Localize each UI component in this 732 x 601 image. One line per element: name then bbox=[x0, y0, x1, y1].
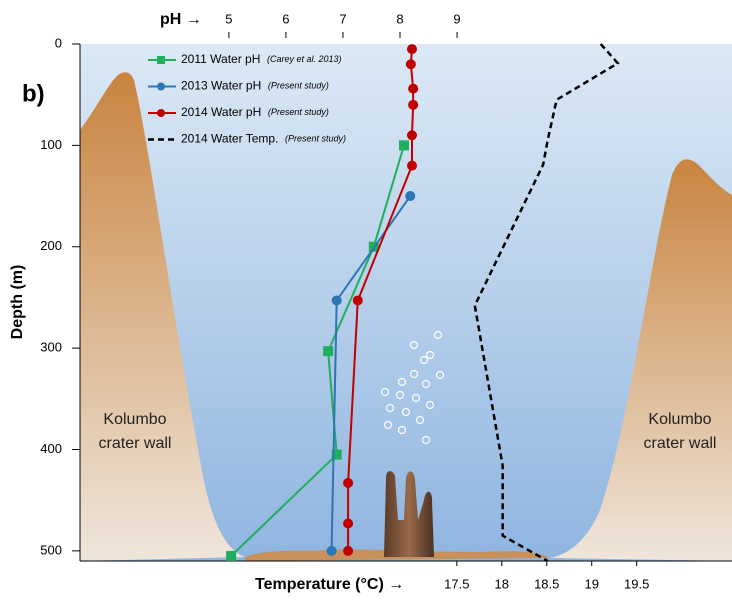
marker bbox=[352, 295, 363, 306]
legend-name: 2014 Water pH bbox=[181, 105, 261, 119]
legend-entry: 2013 Water pH (Present study) bbox=[181, 78, 329, 93]
y-tick-label: 400 bbox=[40, 441, 62, 456]
marker bbox=[405, 191, 416, 202]
marker bbox=[331, 449, 342, 460]
legend-name: 2011 Water pH bbox=[181, 52, 260, 66]
x2-tick-label: 18.5 bbox=[534, 576, 559, 591]
marker bbox=[406, 160, 417, 171]
x2-tick-label: 18 bbox=[495, 576, 509, 591]
legend-source: (Present study) bbox=[285, 134, 346, 144]
legend-source: (Carey et al. 2013) bbox=[267, 54, 342, 64]
marker bbox=[331, 295, 342, 306]
annotation: crater wall bbox=[99, 435, 172, 452]
marker bbox=[399, 140, 410, 151]
legend-source: (Present study) bbox=[268, 107, 329, 117]
x2-tick-label: 17.5 bbox=[444, 576, 469, 591]
x-tick-label: 7 bbox=[339, 11, 346, 26]
marker bbox=[226, 550, 237, 561]
legend-entry: 2014 Water pH (Present study) bbox=[181, 104, 329, 119]
marker bbox=[343, 477, 354, 488]
legend-marker bbox=[157, 109, 165, 117]
legend-source: (Present study) bbox=[268, 81, 329, 91]
y-tick-label: 500 bbox=[40, 542, 62, 557]
hydrothermal-chimney bbox=[384, 471, 434, 557]
marker bbox=[406, 44, 417, 55]
x-tick-label: 5 bbox=[225, 11, 232, 26]
legend-entry: 2011 Water pH (Carey et al. 2013) bbox=[181, 51, 342, 66]
annotation: Kolumbo bbox=[103, 411, 166, 428]
legend-entry: 2014 Water Temp. (Present study) bbox=[181, 131, 346, 146]
marker bbox=[408, 83, 419, 94]
series bbox=[343, 44, 419, 556]
legend-marker bbox=[157, 56, 165, 64]
marker bbox=[408, 99, 419, 110]
marker bbox=[323, 346, 334, 357]
y-tick-label: 200 bbox=[40, 238, 62, 253]
x-axis-title: pH → bbox=[160, 11, 202, 28]
series-line bbox=[347, 48, 415, 551]
x-tick-label: 9 bbox=[453, 11, 460, 26]
x2-tick-label: 19 bbox=[584, 576, 598, 591]
x2-axis-title: Temperature (°C) → bbox=[255, 576, 404, 593]
y-tick-label: 0 bbox=[55, 35, 62, 50]
marker bbox=[343, 518, 354, 529]
x2-tick-label: 19.5 bbox=[624, 576, 649, 591]
bubbles bbox=[380, 330, 445, 445]
y-axis-title: Depth (m) bbox=[9, 265, 26, 340]
legend-name: 2014 Water Temp. bbox=[181, 132, 278, 146]
marker bbox=[326, 545, 337, 556]
marker bbox=[343, 545, 354, 556]
legend-name: 2013 Water pH bbox=[181, 79, 261, 93]
crater-wall-left bbox=[80, 72, 245, 561]
panel-label: b) bbox=[22, 80, 45, 107]
x-tick-label: 6 bbox=[282, 11, 289, 26]
y-tick-label: 100 bbox=[40, 137, 62, 152]
annotation: Kolumbo bbox=[648, 411, 711, 428]
x-tick-label: 8 bbox=[396, 11, 403, 26]
annotation: crater wall bbox=[644, 435, 717, 452]
legend-marker bbox=[157, 82, 165, 91]
marker bbox=[405, 59, 416, 70]
series-line bbox=[473, 43, 620, 563]
series bbox=[473, 43, 620, 563]
crater-wall-right bbox=[550, 159, 732, 561]
y-tick-label: 300 bbox=[40, 340, 62, 355]
marker bbox=[406, 130, 417, 141]
